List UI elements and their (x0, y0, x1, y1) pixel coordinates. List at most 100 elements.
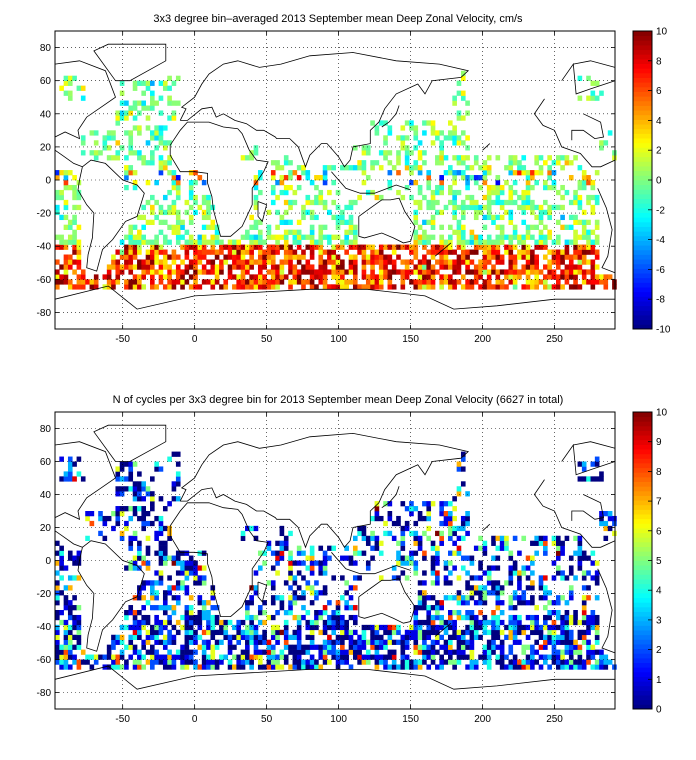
bin-cell (344, 624, 349, 631)
bin-cell (370, 555, 375, 561)
bin-cell (370, 629, 375, 636)
bin-cell (413, 634, 419, 640)
bin-cell (141, 511, 146, 517)
bin-cell (119, 535, 125, 541)
bin-cell (309, 224, 315, 230)
bin-cell (67, 456, 73, 462)
bin-cell (426, 634, 432, 640)
bin-cell (348, 224, 354, 230)
bin-cell (119, 649, 125, 655)
bin-cell (456, 600, 462, 606)
bin-cell (469, 175, 475, 181)
bin-cell (175, 580, 181, 586)
bin-cell (296, 570, 302, 576)
bin-cell (249, 619, 254, 626)
bin-cell (465, 614, 470, 621)
bin-cell (568, 160, 574, 166)
bin-cell (469, 654, 475, 660)
bin-cell (534, 639, 539, 645)
colorbar-swatch (633, 467, 652, 473)
bin-cell (417, 595, 423, 601)
bin-cell (486, 155, 492, 161)
bin-cell (154, 605, 159, 611)
bin-cell (249, 664, 254, 670)
bin-cell (145, 249, 151, 255)
bin-cell (318, 614, 324, 621)
bin-cell (439, 259, 444, 265)
bin-cell (422, 150, 427, 156)
colorbar-swatch (633, 657, 652, 663)
bin-cell (249, 224, 254, 230)
bin-cell (409, 249, 414, 255)
bin-cell (72, 644, 77, 650)
colorbar-swatch (633, 277, 652, 283)
bin-cell (508, 659, 514, 665)
bin-cell (340, 244, 345, 250)
bin-cell (508, 624, 514, 631)
bin-cell (188, 560, 194, 566)
bin-cell (499, 545, 505, 551)
bin-cell (430, 624, 436, 631)
bin-cell (387, 530, 393, 537)
bin-cell (128, 624, 134, 631)
bin-cell (430, 279, 436, 285)
bin-cell (154, 135, 159, 141)
bin-cell (370, 535, 375, 541)
bin-cell (322, 165, 328, 171)
bin-cell (115, 466, 121, 472)
bin-cell (55, 585, 60, 591)
bin-cell (296, 649, 302, 655)
bin-cell (275, 264, 280, 270)
bin-cell (378, 644, 384, 650)
bin-cell (555, 600, 561, 606)
bin-cell (495, 234, 501, 240)
bin-cell (495, 279, 501, 285)
bin-cell (67, 264, 73, 270)
bin-cell (374, 194, 380, 201)
bin-cell (439, 605, 444, 611)
bin-cell (76, 224, 82, 230)
bin-cell (292, 239, 298, 245)
bin-cell (197, 244, 203, 250)
bin-cell (508, 155, 514, 161)
x-tick-label: 0 (192, 334, 198, 345)
bin-cell (374, 545, 380, 551)
bin-cell (517, 234, 522, 240)
bin-cell (327, 234, 332, 240)
bin-cell (154, 634, 159, 640)
bin-cell (275, 664, 280, 670)
bin-cell (167, 664, 172, 670)
bin-cell (396, 269, 401, 275)
bin-cell (171, 184, 177, 191)
bin-cell (335, 659, 341, 665)
bin-cell (158, 244, 164, 250)
bin-cell (188, 634, 194, 640)
bin-cell (422, 580, 427, 586)
bin-cell (478, 585, 483, 591)
bin-cell (370, 545, 375, 551)
bin-cell (452, 664, 457, 670)
bin-cell (115, 664, 121, 670)
bin-cell (456, 239, 462, 245)
bin-cell (352, 605, 358, 611)
bin-cell (473, 234, 479, 240)
bin-cell (175, 461, 181, 467)
bin-cell (245, 644, 250, 650)
bin-cell (460, 481, 466, 487)
bin-cell (124, 165, 129, 171)
bin-cell (370, 189, 375, 196)
bin-cell (257, 175, 263, 181)
bin-cell (193, 170, 198, 176)
bin-cell (352, 259, 358, 265)
bin-cell (473, 545, 479, 551)
colorbar-swatch (633, 606, 652, 612)
bin-cell (206, 614, 211, 621)
bin-cell (387, 501, 393, 507)
bin-cell (378, 639, 384, 645)
bin-cell (374, 130, 380, 136)
bin-cell (374, 639, 380, 645)
bin-cell (525, 189, 531, 196)
bin-cell (473, 624, 479, 631)
bin-cell (396, 155, 401, 161)
bin-cell (184, 239, 190, 245)
